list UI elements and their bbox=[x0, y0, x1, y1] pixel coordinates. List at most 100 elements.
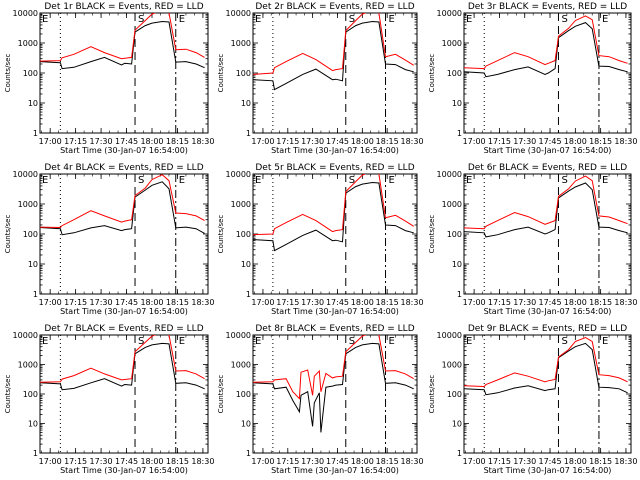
y-tick-label: 10000 bbox=[13, 331, 38, 340]
x-tick-label: 17:30 bbox=[301, 137, 324, 146]
series-line-lld bbox=[40, 174, 205, 229]
x-axis-label: Start Time (30-Jan-07 16:54:00) bbox=[484, 466, 612, 475]
series-line-events bbox=[40, 181, 205, 236]
y-tick-label: 1 bbox=[246, 449, 251, 458]
x-tick-label: 17:15 bbox=[276, 457, 299, 466]
series-line-events bbox=[464, 182, 628, 238]
marker-label: E bbox=[42, 336, 48, 347]
x-axis-label: Start Time (30-Jan-07 16:54:00) bbox=[484, 307, 612, 316]
x-tick-label: 18:30 bbox=[614, 137, 637, 146]
y-tick-label: 1000 bbox=[442, 361, 462, 370]
x-tick-label: 18:30 bbox=[400, 298, 423, 307]
panel-det-4r: Det 4r BLACK = Events, RED = LLD 1 10 100 10… bbox=[4, 163, 214, 316]
x-tick-label: 17:45 bbox=[538, 457, 561, 466]
marker-label: S bbox=[138, 175, 144, 186]
y-tick-label: 10 bbox=[241, 420, 251, 429]
y-tick-label: 100 bbox=[447, 69, 462, 78]
x-tick-label: 18:15 bbox=[589, 137, 612, 146]
marker-label: S bbox=[349, 336, 355, 347]
x-tick-label: 17:30 bbox=[90, 137, 113, 146]
panel-title: Det 4r BLACK = Events, RED = LLD bbox=[44, 163, 203, 173]
x-tick-label: 17:00 bbox=[251, 298, 274, 307]
panel-title: Det 9r BLACK = Events, RED = LLD bbox=[468, 324, 627, 334]
x-tick-label: 17:30 bbox=[301, 298, 324, 307]
x-tick-label: 17:30 bbox=[301, 457, 324, 466]
y-tick-label: 1000 bbox=[231, 39, 251, 48]
panel-det-1r: Det 1r BLACK = Events, RED = LLD 1 10 100 10… bbox=[4, 2, 214, 155]
y-tick-label: 1 bbox=[457, 449, 462, 458]
plot-frame bbox=[252, 334, 418, 454]
y-tick-label: 10 bbox=[241, 260, 251, 269]
x-tick-label: 17:15 bbox=[64, 137, 87, 146]
x-axis-label: Start Time (30-Jan-07 16:54:00) bbox=[271, 146, 399, 155]
y-tick-label: 100 bbox=[23, 230, 38, 239]
x-tick-label: 17:15 bbox=[276, 298, 299, 307]
x-tick-label: 18:15 bbox=[166, 457, 189, 466]
y-tick-label: 100 bbox=[447, 390, 462, 399]
y-tick-label: 10 bbox=[28, 99, 38, 108]
panel-det-8r: Det 8r BLACK = Events, RED = LLD 1 10 100 10… bbox=[217, 324, 424, 475]
x-tick-label: 18:30 bbox=[614, 457, 637, 466]
marker-label: E bbox=[42, 175, 48, 186]
y-tick-label: 1 bbox=[33, 129, 38, 138]
series-line-events bbox=[40, 342, 205, 391]
x-tick-label: 18:15 bbox=[166, 298, 189, 307]
x-axis-label: Start Time (30-Jan-07 16:54:00) bbox=[60, 307, 188, 316]
y-tick-label: 1000 bbox=[442, 39, 462, 48]
x-tick-label: 17:00 bbox=[251, 457, 274, 466]
y-tick-label: 1000 bbox=[231, 200, 251, 209]
x-axis: 17:00 17:15 17:30 17:45 18:00 18:15 18:30 bbox=[251, 335, 424, 466]
y-axis-label: Counts/sec bbox=[4, 54, 12, 93]
x-tick-label: 18:30 bbox=[191, 457, 214, 466]
series-line-lld bbox=[464, 175, 628, 230]
x-tick-label: 18:00 bbox=[351, 137, 374, 146]
x-tick-label: 18:15 bbox=[166, 137, 189, 146]
x-tick-label: 18:00 bbox=[351, 298, 374, 307]
x-tick-label: 18:30 bbox=[400, 457, 423, 466]
x-axis: 17:00 17:15 17:30 17:45 18:00 18:15 18:30 bbox=[463, 174, 637, 307]
x-tick-label: 17:15 bbox=[488, 457, 511, 466]
marker-label: E bbox=[602, 336, 608, 347]
marker-label: S bbox=[138, 336, 144, 347]
x-tick-label: 18:00 bbox=[140, 457, 163, 466]
x-axis: 17:00 17:15 17:30 17:45 18:00 18:15 18:30 bbox=[39, 13, 214, 146]
x-tick-label: 17:00 bbox=[39, 137, 62, 146]
panel-title: Det 6r BLACK = Events, RED = LLD bbox=[468, 163, 627, 173]
marker-label: E bbox=[602, 14, 608, 25]
panel-det-6r: Det 6r BLACK = Events, RED = LLD 1 10 100 10… bbox=[428, 163, 637, 316]
x-tick-label: 18:15 bbox=[376, 137, 399, 146]
x-tick-label: 17:15 bbox=[488, 298, 511, 307]
y-tick-label: 100 bbox=[23, 390, 38, 399]
x-tick-label: 18:30 bbox=[614, 298, 637, 307]
marker-label: E bbox=[179, 14, 185, 25]
y-tick-label: 100 bbox=[447, 230, 462, 239]
panel-title: Det 7r BLACK = Events, RED = LLD bbox=[44, 324, 203, 334]
marker-label: S bbox=[349, 14, 355, 25]
x-axis-label: Start Time (30-Jan-07 16:54:00) bbox=[484, 146, 612, 155]
y-tick-label: 100 bbox=[236, 69, 251, 78]
y-tick-label: 1 bbox=[33, 449, 38, 458]
y-axis: 1 10 100 1000 10000 bbox=[13, 331, 208, 458]
marker-label: E bbox=[389, 336, 395, 347]
series-line-lld bbox=[253, 13, 414, 75]
x-tick-label: 17:00 bbox=[463, 457, 486, 466]
y-tick-label: 10000 bbox=[13, 9, 38, 18]
panel-title: Det 1r BLACK = Events, RED = LLD bbox=[44, 2, 203, 12]
series-line-lld bbox=[40, 13, 205, 62]
x-axis-label: Start Time (30-Jan-07 16:54:00) bbox=[60, 146, 188, 155]
marker-label: S bbox=[349, 175, 355, 186]
y-axis-label: Counts/sec bbox=[4, 215, 12, 254]
y-axis: 1 10 100 1000 10000 bbox=[437, 331, 631, 458]
x-tick-label: 17:30 bbox=[90, 298, 113, 307]
y-tick-label: 1000 bbox=[442, 200, 462, 209]
x-tick-label: 18:00 bbox=[564, 137, 587, 146]
x-tick-label: 18:30 bbox=[191, 298, 214, 307]
y-tick-label: 1 bbox=[33, 290, 38, 299]
series-line-lld bbox=[40, 335, 205, 383]
y-tick-label: 100 bbox=[236, 230, 251, 239]
y-tick-label: 10 bbox=[452, 260, 462, 269]
marker-label: S bbox=[138, 14, 144, 25]
x-tick-label: 18:15 bbox=[589, 298, 612, 307]
marker-label: E bbox=[255, 336, 261, 347]
panel-det-9r: Det 9r BLACK = Events, RED = LLD 1 10 100 10… bbox=[428, 324, 637, 475]
